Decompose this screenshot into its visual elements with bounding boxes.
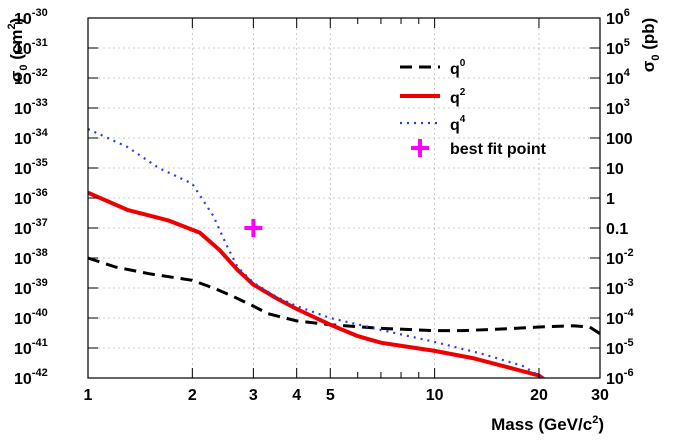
y-tick-label: 10-35: [14, 157, 48, 178]
x-axis-ticks: 1 2 3 4 5 10 20 30: [84, 18, 609, 404]
x-tick-label: 30: [591, 387, 609, 404]
y2-tick-label: 10: [606, 161, 624, 178]
y-tick-label: 10-34: [14, 127, 49, 148]
y2-tick-label: 104: [606, 67, 631, 88]
curves: [88, 127, 600, 378]
y2-tick-label: 105: [606, 37, 630, 58]
legend-label-q0: q0: [450, 58, 466, 78]
y2-tick-label: 1: [606, 191, 615, 208]
x-tick-label: 2: [188, 387, 197, 404]
best-fit-marker: [244, 219, 263, 237]
y-tick-label: 10-42: [14, 367, 48, 388]
legend-label-q4: q4: [450, 114, 466, 134]
y2-axis-ticks: 106 105 104 103 100 10 1 0.1 10-2 10-3 10-4 10-5 10-…: [590, 7, 634, 388]
y2-tick-label: 10-4: [606, 307, 634, 328]
series-line-q0: [88, 256, 600, 335]
y-tick-label: 10-38: [14, 247, 48, 268]
y-tick-label: 10-37: [14, 217, 48, 238]
grid: [87, 17, 601, 379]
series-line-q2: [88, 190, 546, 378]
legend-swatch-best-fit: [411, 139, 429, 157]
y-tick-label: 10-40: [14, 307, 48, 328]
y2-tick-label: 103: [606, 97, 630, 118]
x-tick-label: 10: [426, 387, 444, 404]
legend-label-best-fit: best fit point: [450, 141, 547, 158]
y-tick-label: 10-32: [14, 67, 48, 88]
y2-tick-label: 106: [606, 7, 630, 28]
y2-tick-label: 100: [606, 131, 633, 148]
x-tick-label: 5: [326, 387, 335, 404]
x-axis-label: Mass (GeV/c2): [491, 414, 604, 434]
y2-tick-label: 10-2: [606, 247, 634, 268]
x-tick-label: 1: [84, 387, 93, 404]
legend-best-fit-plus: [411, 139, 429, 157]
x-tick-label: 4: [292, 387, 301, 404]
y-tick-label: 10-31: [14, 37, 48, 58]
y-axis-label: σ0 (cm2): [6, 18, 30, 83]
best-fit-point: [244, 219, 263, 237]
y2-tick-label: 0.1: [606, 221, 628, 238]
y2-tick-label: 10-3: [606, 277, 634, 298]
y-tick-label: 10-41: [14, 337, 48, 358]
y2-tick-label: 10-6: [606, 367, 634, 388]
y-tick-label: 10-39: [14, 277, 48, 298]
y2-tick-label: 10-5: [606, 337, 634, 358]
x-tick-label: 3: [249, 387, 258, 404]
y2-axis-label: σ0 (pb): [639, 18, 662, 73]
legend: q0 q2 q4 best fit point: [400, 58, 547, 158]
y-tick-label: 10-30: [14, 7, 48, 28]
legend-label-q2: q2: [450, 87, 466, 107]
y-tick-label: 10-33: [14, 97, 48, 118]
y-tick-label: 10-36: [14, 187, 48, 208]
x-tick-label: 20: [530, 387, 548, 404]
y-axis-ticks: 10-30 10-31 10-32 10-33 10-34 10-35 10-36 10-37…: [14, 7, 98, 388]
